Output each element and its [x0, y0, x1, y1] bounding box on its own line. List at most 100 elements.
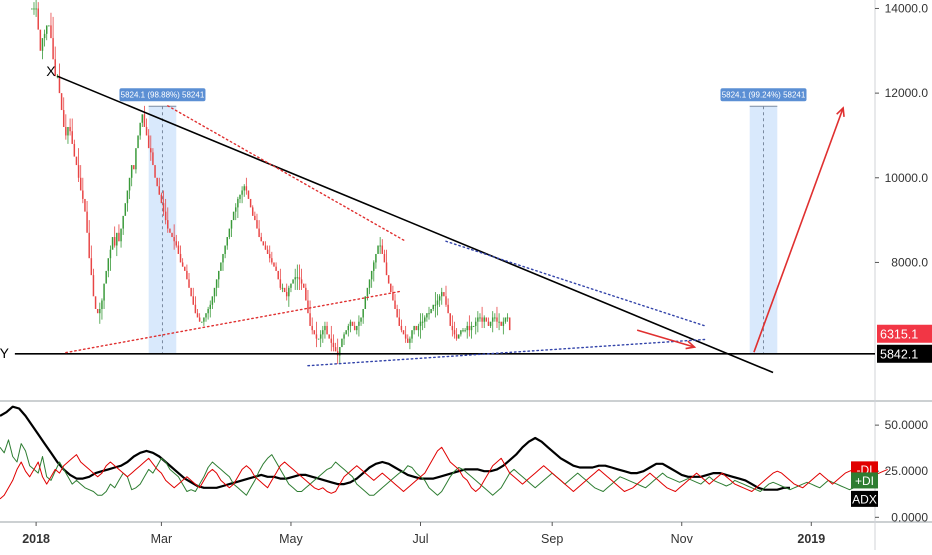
- dmi-tick-label: 25.0000: [885, 464, 929, 478]
- candle-body: [502, 321, 505, 326]
- candle-body: [375, 253, 377, 263]
- candle-body: [402, 330, 405, 335]
- measure-label: 5824.1 (99.24%) 58241: [722, 91, 806, 100]
- candle-body: [239, 194, 241, 199]
- candle-body: [190, 287, 192, 297]
- candle-body: [124, 203, 127, 216]
- candle-body: [71, 131, 73, 144]
- candle-body: [462, 330, 464, 332]
- candle-body: [220, 262, 222, 271]
- arrow-line: [636, 329, 695, 348]
- candle-body: [419, 321, 422, 326]
- dmi-badge: +DI: [855, 474, 874, 488]
- candle-body: [394, 300, 396, 309]
- candle-body: [347, 325, 350, 331]
- candle-body: [271, 258, 273, 263]
- candle-body: [370, 270, 373, 280]
- candle-body: [173, 237, 175, 242]
- candle-body: [135, 148, 137, 170]
- candle-body: [160, 194, 163, 204]
- price-badge-bg: [877, 324, 932, 343]
- trend-line: [167, 105, 407, 242]
- candle-body: [215, 279, 218, 288]
- candle-body: [273, 262, 275, 267]
- candle-body: [319, 334, 322, 339]
- candle-body: [315, 334, 318, 339]
- candle-body: [39, 29, 42, 51]
- candle-body: [205, 313, 207, 318]
- candle-body: [345, 330, 347, 335]
- candle-body: [387, 275, 390, 284]
- candle-body: [213, 287, 216, 297]
- y-tick-label: 8000.0: [891, 255, 928, 269]
- candle-body: [417, 325, 420, 331]
- candle-body: [43, 33, 46, 39]
- candle-body: [430, 308, 432, 314]
- candle-body: [162, 203, 165, 212]
- candle-body: [298, 277, 301, 280]
- candle-body: [58, 76, 61, 94]
- candle-body: [381, 245, 384, 254]
- candle-body: [175, 241, 178, 246]
- candle-body: [156, 177, 158, 187]
- arrow-line: [753, 107, 844, 353]
- candle-body: [343, 334, 345, 339]
- candle-body: [362, 308, 364, 318]
- candle-body: [84, 198, 86, 212]
- y-tick-label: 10000.0: [885, 171, 929, 185]
- candle-body: [341, 338, 343, 348]
- candle-body: [485, 317, 488, 322]
- candle-body: [392, 292, 394, 301]
- candle-body: [443, 292, 445, 297]
- candle-body: [122, 215, 124, 229]
- candle-body: [260, 237, 262, 242]
- candle-body: [169, 228, 171, 233]
- candle-body: [224, 245, 226, 254]
- candle-body: [296, 277, 299, 279]
- candle-body: [474, 321, 477, 326]
- candle-body: [498, 321, 500, 323]
- candle-body: [99, 308, 101, 314]
- candle-body: [69, 126, 71, 132]
- candle-body: [181, 262, 184, 267]
- candle-body: [237, 198, 239, 208]
- candle-body: [120, 228, 122, 242]
- candle-body: [360, 317, 362, 322]
- candle-body: [33, 8, 35, 10]
- candle-body: [90, 258, 93, 276]
- candle-body: [404, 334, 407, 339]
- candle-body: [194, 304, 197, 314]
- candle-body: [411, 330, 413, 339]
- candle-body: [328, 334, 330, 339]
- candle-body: [438, 296, 441, 301]
- candle-body: [143, 114, 146, 127]
- candle-body: [79, 177, 82, 191]
- candle-body: [366, 287, 369, 297]
- candle-body: [230, 220, 233, 229]
- candle-body: [383, 253, 386, 263]
- candle-body: [409, 338, 411, 343]
- candle-body: [118, 232, 120, 242]
- candle-body: [245, 186, 248, 191]
- x-tick-label: May: [279, 532, 303, 546]
- arrow-head: [685, 340, 697, 350]
- candle-body: [133, 165, 135, 170]
- candle-body: [179, 253, 182, 263]
- candle-body: [472, 325, 475, 327]
- x-tick-label: 2019: [797, 532, 825, 546]
- candle-body: [62, 110, 65, 127]
- candle-body: [464, 330, 466, 332]
- candle-body: [356, 325, 358, 331]
- candle-body: [330, 338, 333, 343]
- candle-body: [332, 342, 335, 348]
- candle-body: [334, 347, 337, 352]
- candle-body: [109, 249, 112, 259]
- measure-label-bg: [720, 88, 807, 102]
- candle-body: [73, 143, 76, 157]
- candle-body: [152, 152, 154, 166]
- candle-body: [279, 279, 282, 288]
- candle-body: [470, 325, 473, 331]
- candle-body: [113, 237, 116, 246]
- candle-body: [457, 334, 460, 339]
